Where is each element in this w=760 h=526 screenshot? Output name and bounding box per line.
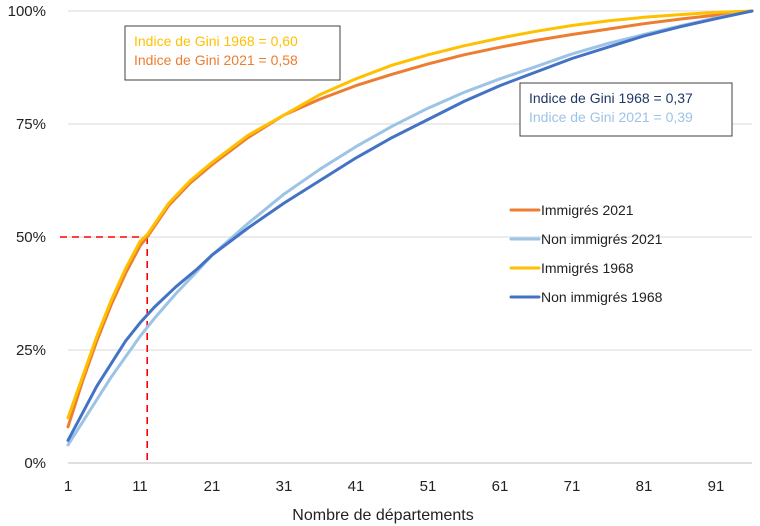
legend-label: Non immigrés 2021 (541, 231, 663, 247)
x-tick-label: 61 (492, 478, 509, 495)
annotation-text: Indice de Gini 1968 = 0,60 (134, 33, 298, 49)
legend-item: Non immigrés 1968 (509, 289, 663, 305)
y-tick-labels: 0% 25% 50% 75% 100% (8, 3, 46, 472)
y-tick-label: 75% (16, 116, 46, 133)
gini-annotations: Indice de Gini 1968 = 0,60 Indice de Gini… (124, 25, 733, 137)
series-lines (66, 9, 754, 447)
reference-lines (60, 236, 148, 463)
x-tick-label: 91 (708, 478, 725, 495)
x-axis-title: Nombre de départements (292, 507, 473, 524)
annotation-text: Indice de Gini 2021 = 0,39 (529, 109, 693, 125)
x-tick-label: 1 (64, 478, 72, 495)
legend-label: Immigrés 2021 (541, 202, 634, 218)
y-tick-label: 0% (24, 455, 46, 472)
x-tick-label: 21 (204, 478, 221, 495)
annotation-text: Indice de Gini 2021 = 0,58 (134, 52, 298, 68)
x-tick-label: 81 (636, 478, 653, 495)
x-tick-label: 31 (276, 478, 293, 495)
gridlines (68, 10, 752, 464)
legend-label: Non immigrés 1968 (541, 289, 663, 305)
legend: Immigrés 2021 Non immigrés 2021 Immigrés 1… (509, 202, 663, 305)
y-tick-label: 100% (8, 3, 46, 20)
legend-item: Immigrés 1968 (509, 260, 634, 276)
annotation-box (519, 82, 733, 137)
series-line-non-immigres-1968 (66, 9, 754, 442)
legend-item: Immigrés 2021 (509, 202, 634, 218)
y-tick-label: 25% (16, 342, 46, 359)
annotation-gini-immigres: Indice de Gini 1968 = 0,60 Indice de Gini… (124, 25, 341, 81)
series-line-non-immigres-2021 (66, 9, 754, 447)
x-tick-labels: 1 11 21 31 41 51 61 71 81 91 (64, 478, 725, 495)
annotation-text: Indice de Gini 1968 = 0,37 (529, 90, 693, 106)
x-tick-label: 71 (564, 478, 581, 495)
y-tick-label: 50% (16, 229, 46, 246)
annotation-box (124, 25, 341, 81)
legend-item: Non immigrés 2021 (509, 231, 663, 247)
series-line-immigres-1968 (66, 9, 754, 420)
x-tick-label: 41 (348, 478, 365, 495)
x-tick-label: 11 (132, 478, 148, 495)
legend-label: Immigrés 1968 (541, 260, 634, 276)
x-tick-label: 51 (420, 478, 437, 495)
series-line-immigres-2021 (66, 9, 754, 429)
annotation-gini-non-immigres: Indice de Gini 1968 = 0,37 Indice de Gini… (519, 82, 733, 137)
